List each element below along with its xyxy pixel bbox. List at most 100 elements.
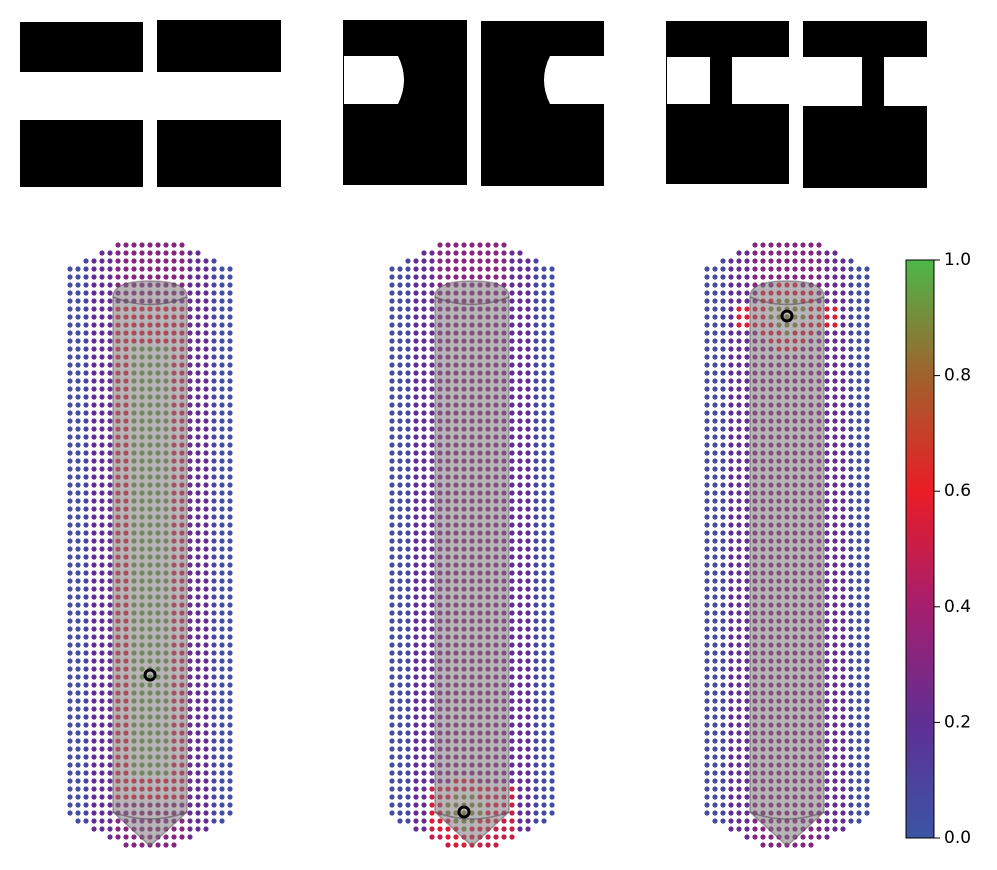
dot bbox=[429, 834, 435, 840]
dot bbox=[107, 450, 113, 456]
dot bbox=[67, 306, 73, 312]
dot bbox=[203, 458, 209, 464]
dot bbox=[195, 642, 201, 648]
dot bbox=[227, 810, 233, 816]
dot bbox=[744, 698, 750, 704]
dot bbox=[227, 578, 233, 584]
dot bbox=[203, 330, 209, 336]
dot bbox=[195, 610, 201, 616]
dot bbox=[736, 674, 742, 680]
dot bbox=[107, 506, 113, 512]
dot bbox=[429, 594, 435, 600]
dot bbox=[736, 618, 742, 624]
dot bbox=[389, 410, 395, 416]
dot bbox=[75, 514, 81, 520]
dot bbox=[720, 730, 726, 736]
dot bbox=[187, 730, 193, 736]
dot bbox=[533, 378, 539, 384]
dot bbox=[397, 714, 403, 720]
dot bbox=[533, 794, 539, 800]
dot bbox=[832, 258, 838, 264]
dot bbox=[389, 434, 395, 440]
dot bbox=[107, 698, 113, 704]
dot bbox=[824, 834, 830, 840]
dot bbox=[219, 330, 225, 336]
dot bbox=[533, 514, 539, 520]
dot bbox=[421, 306, 427, 312]
dot bbox=[195, 778, 201, 784]
dot bbox=[397, 546, 403, 552]
dot bbox=[744, 738, 750, 744]
dot bbox=[195, 746, 201, 752]
dot bbox=[405, 378, 411, 384]
dot bbox=[832, 730, 838, 736]
dot bbox=[187, 690, 193, 696]
dot bbox=[704, 586, 710, 592]
dot bbox=[533, 562, 539, 568]
dot bbox=[75, 330, 81, 336]
dot bbox=[712, 354, 718, 360]
dot bbox=[421, 330, 427, 336]
dot bbox=[413, 442, 419, 448]
dot bbox=[808, 242, 814, 248]
dot bbox=[704, 642, 710, 648]
dot bbox=[720, 546, 726, 552]
dot bbox=[509, 554, 515, 560]
dot bbox=[83, 290, 89, 296]
dot bbox=[744, 714, 750, 720]
dot bbox=[848, 546, 854, 552]
dot bbox=[549, 322, 555, 328]
dot bbox=[525, 810, 531, 816]
dot bbox=[67, 338, 73, 344]
dot bbox=[856, 506, 862, 512]
dot bbox=[211, 666, 217, 672]
dot bbox=[413, 810, 419, 816]
dot bbox=[856, 770, 862, 776]
dot bbox=[840, 266, 846, 272]
dot bbox=[187, 290, 193, 296]
dot bbox=[824, 786, 830, 792]
dot bbox=[517, 594, 523, 600]
dot bbox=[397, 386, 403, 392]
dot bbox=[413, 282, 419, 288]
dot bbox=[413, 394, 419, 400]
dot bbox=[405, 546, 411, 552]
dot bbox=[227, 610, 233, 616]
dot bbox=[139, 258, 145, 264]
dot bbox=[107, 610, 113, 616]
dot bbox=[67, 506, 73, 512]
dot bbox=[155, 242, 161, 248]
dot bbox=[525, 738, 531, 744]
dot bbox=[195, 378, 201, 384]
dot bbox=[840, 346, 846, 352]
dot bbox=[397, 306, 403, 312]
dot bbox=[744, 794, 750, 800]
dot bbox=[712, 442, 718, 448]
dot bbox=[848, 418, 854, 424]
dot bbox=[744, 338, 750, 344]
dot bbox=[99, 610, 105, 616]
dot bbox=[99, 762, 105, 768]
dot bbox=[75, 682, 81, 688]
dot bbox=[413, 762, 419, 768]
dot bbox=[864, 434, 870, 440]
dot bbox=[413, 802, 419, 808]
dot bbox=[525, 346, 531, 352]
dot bbox=[203, 618, 209, 624]
dot bbox=[549, 386, 555, 392]
dot bbox=[219, 530, 225, 536]
dot bbox=[227, 554, 233, 560]
dot bbox=[856, 426, 862, 432]
dot bbox=[203, 298, 209, 304]
dot bbox=[509, 266, 515, 272]
dot bbox=[413, 626, 419, 632]
dot bbox=[405, 362, 411, 368]
dot bbox=[864, 538, 870, 544]
dot bbox=[840, 458, 846, 464]
dot bbox=[389, 690, 395, 696]
dot bbox=[509, 474, 515, 480]
dot bbox=[704, 370, 710, 376]
dot bbox=[83, 402, 89, 408]
dot bbox=[525, 626, 531, 632]
dot bbox=[736, 682, 742, 688]
